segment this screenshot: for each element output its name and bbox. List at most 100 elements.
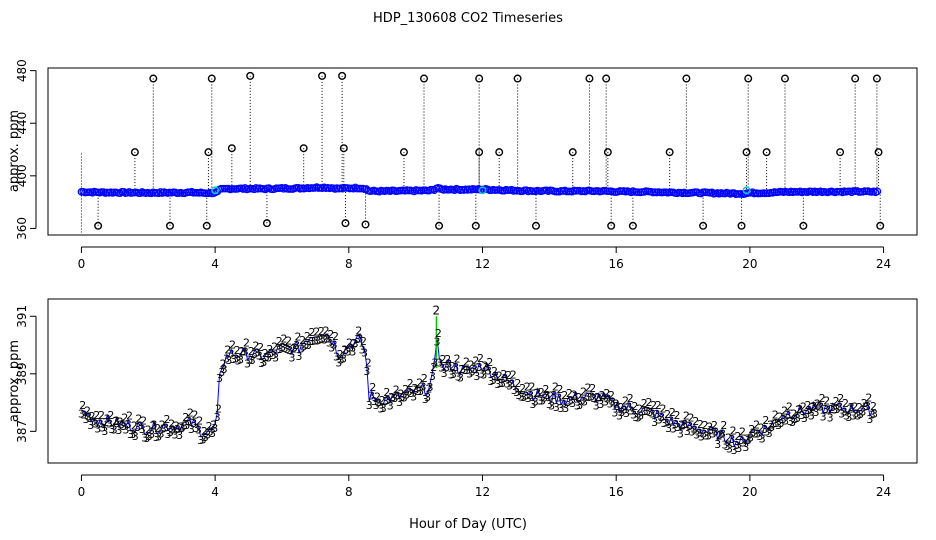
top-x-tick-label: 20 (742, 257, 757, 271)
bottom-series-3-point: 3 (602, 396, 609, 409)
bottom-series-3-point: 3 (408, 387, 415, 400)
bottom-series-2-point: 2 (543, 383, 550, 396)
bottom-x-tick-label: 4 (211, 485, 219, 499)
bottom-series-2-point: 2 (664, 408, 671, 421)
top-outlier-point (204, 148, 213, 157)
bottom-series-3-point: 3 (228, 347, 235, 360)
bottom-series-2-point: 2 (355, 324, 362, 337)
bottom-series-3-point: 3 (731, 444, 738, 457)
top-outlier-point (568, 148, 577, 157)
top-baseline-point (116, 189, 124, 198)
bottom-series-3-point: 3 (651, 416, 658, 429)
bottom-series-2-point: 2 (828, 403, 835, 416)
bottom-series-2-point: 2 (580, 386, 587, 399)
top-x-axis: 0 4 8 12 16 20 24 (78, 246, 891, 271)
bottom-series-2-point: 2 (683, 409, 690, 422)
bottom-series-2-point: 2 (103, 416, 110, 429)
bottom-series-2-point: 2 (734, 430, 741, 443)
bottom-series-2-point: 2 (851, 401, 858, 414)
top-highlight-point (211, 186, 220, 195)
top-highlight-point (478, 186, 487, 195)
bottom-plot-frame (47, 298, 918, 464)
bottom-series-3-point: 3 (333, 350, 340, 363)
bottom-series-2-point: 2 (257, 341, 264, 354)
bottom-series-3-point: 3 (553, 401, 560, 414)
bottom-series-3-point: 3 (581, 395, 588, 408)
bottom-series-2-point: 2 (318, 325, 325, 338)
bottom-series-3-point: 3 (321, 333, 328, 346)
bottom-series-3-point: 3 (759, 433, 766, 446)
bottom-series-2-point: 2 (566, 387, 573, 400)
bottom-series-2-point: 2 (234, 344, 241, 357)
bottom-series-3-point: 3 (384, 394, 391, 407)
bottom-series-3-point: 3 (675, 421, 682, 434)
bottom-series-3-point: 3 (422, 393, 429, 406)
bottom-series-3-point: 3 (122, 423, 129, 436)
bottom-series-3-point: 3 (286, 344, 293, 357)
bottom-series-2-point: 2 (641, 397, 648, 410)
bottom-series-3-point: 3 (267, 347, 274, 360)
bottom-series-2-point: 2 (514, 377, 521, 390)
bottom-series-2-point: 2 (786, 401, 793, 414)
top-outlier-point (851, 74, 860, 83)
bottom-series-3-point: 3 (232, 353, 239, 366)
bottom-series-3-point: 3 (155, 430, 162, 443)
top-outlier-point (744, 74, 753, 83)
bottom-series-3-point: 3 (410, 391, 417, 404)
bottom-series-2-point: 2 (533, 387, 540, 400)
bottom-series-2-point: 2 (575, 391, 582, 404)
top-y-axis: 360 400 440 480 (15, 59, 37, 240)
bottom-y-tick-label: 389 (15, 362, 29, 385)
bottom-series-3-point: 3 (469, 366, 476, 379)
bottom-x-tick-label: 8 (345, 485, 353, 499)
bottom-series-3-point: 3 (157, 427, 164, 440)
bottom-series-2-point: 2 (491, 365, 498, 378)
bottom-series-2-point: 2 (112, 415, 119, 428)
bottom-series-3-point: 3 (742, 441, 749, 454)
bottom-series-3-point: 3 (324, 333, 331, 346)
bottom-series-3-point: 3 (207, 425, 214, 438)
bottom-y-tick-label: 387 (15, 420, 29, 443)
top-outlier-point (227, 144, 236, 153)
bottom-series-2-point: 2 (528, 381, 535, 394)
bottom-series-3-point: 3 (642, 405, 649, 418)
bottom-series-2-point: 2 (720, 419, 727, 432)
bottom-series-3-point: 3 (597, 398, 604, 411)
top-y-tick-label: 360 (15, 217, 29, 240)
bottom-series-3-point: 3 (670, 422, 677, 435)
bottom-series-2-point: 2 (519, 382, 526, 395)
bottom-series-3-point: 3 (225, 354, 232, 367)
bottom-series-3-point: 3 (799, 409, 806, 422)
bottom-series-3-point: 3 (204, 429, 211, 442)
top-outlier-point (682, 74, 691, 83)
bottom-series-3-point: 3 (373, 399, 380, 412)
bottom-series-3-point: 3 (646, 406, 653, 419)
bottom-series-3-point: 3 (551, 389, 558, 402)
bottom-series-3-point: 3 (829, 401, 836, 414)
bottom-series-3-point: 3 (639, 406, 646, 419)
bottom-series-3-point: 3 (656, 414, 663, 427)
bottom-series-3-markers: 3333333333333333333333333333333333333333… (78, 333, 878, 457)
bottom-series-3-point: 3 (478, 367, 485, 380)
bottom-series-2-point: 2 (402, 383, 409, 396)
bottom-series-2-point: 2 (594, 391, 601, 404)
bottom-series-2-point: 2 (744, 432, 751, 445)
bottom-series-3-point: 3 (342, 344, 349, 357)
bottom-series-2-point: 2 (248, 345, 255, 358)
bottom-series-2-point: 2 (173, 420, 180, 433)
bottom-series-3-point: 3 (352, 338, 359, 351)
bottom-series-3-point: 3 (375, 397, 382, 410)
bottom-series-3-point: 3 (679, 419, 686, 432)
bottom-series-3-point: 3 (710, 428, 717, 441)
top-outlier-point (94, 221, 103, 230)
bottom-series-3-point: 3 (370, 395, 377, 408)
bottom-series-2-point: 2 (145, 423, 152, 436)
bottom-series-3-point: 3 (806, 404, 813, 417)
bottom-series-3-point: 3 (363, 365, 370, 378)
bottom-series-2-point: 2 (477, 352, 484, 365)
bottom-series-3-point: 3 (202, 431, 209, 444)
bottom-x-axis-label: Hour of Day (UTC) (409, 517, 527, 532)
bottom-series-2-point: 2 (430, 361, 437, 374)
bottom-series-3-point: 3 (595, 391, 602, 404)
bottom-series-3-point: 3 (497, 377, 504, 390)
